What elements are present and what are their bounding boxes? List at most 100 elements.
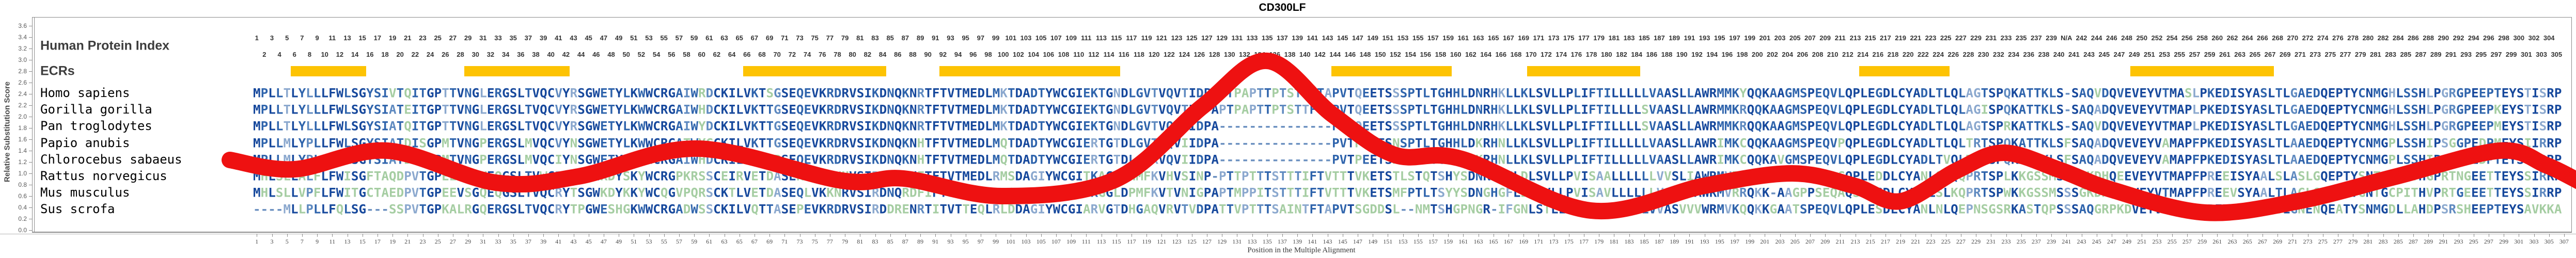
y-tick-label: 1.8 — [18, 124, 27, 132]
human-index-number: 236 — [2023, 51, 2035, 58]
human-index-number: 37 — [524, 34, 532, 42]
species-label: Mus musculus — [40, 185, 130, 200]
x-tick-label: 165 — [1488, 238, 1498, 245]
ecr-bar — [1859, 66, 1950, 76]
ecr-bar — [2130, 66, 2274, 76]
human-index-number: 172 — [1541, 51, 1552, 58]
human-index-number: 71 — [781, 34, 789, 42]
x-tick-label: 123 — [1172, 238, 1182, 245]
x-tick-label: 235 — [2016, 238, 2026, 245]
x-tick-label: 141 — [1308, 238, 1317, 245]
human-index-number: 175 — [1563, 34, 1575, 42]
human-index-number: 87 — [901, 34, 909, 42]
human-index-number: 80 — [849, 51, 856, 58]
human-index-number: 191 — [1684, 34, 1695, 42]
ecr-bar — [291, 66, 366, 76]
y-tick-label: 0.2 — [18, 215, 27, 222]
x-tick-label: 269 — [2273, 238, 2283, 245]
human-index-number: 41 — [555, 34, 562, 42]
x-tick-label: 117 — [1127, 238, 1136, 245]
human-index-number: 119 — [1141, 34, 1152, 42]
human-index-number: 102 — [1013, 51, 1024, 58]
x-tick-label: 203 — [1775, 238, 1785, 245]
x-tick-mark — [2413, 234, 2414, 237]
x-tick-label: 277 — [2333, 238, 2343, 245]
x-tick-mark — [287, 234, 288, 237]
x-tick-label: 1 — [255, 238, 259, 245]
x-tick-label: 177 — [1579, 238, 1589, 245]
human-index-number: 255 — [2174, 51, 2186, 58]
x-tick-label: 71 — [781, 238, 788, 245]
human-index-number: 36 — [517, 51, 525, 58]
x-tick-label: 247 — [2107, 238, 2116, 245]
human-index-number: 98 — [984, 51, 992, 58]
human-index-number: 64 — [728, 51, 736, 58]
ecr-bar — [939, 66, 1120, 76]
human-index-number: 241 — [2068, 51, 2080, 58]
x-tick-label: 189 — [1670, 238, 1679, 245]
x-tick-label: 243 — [2077, 238, 2086, 245]
human-index-number: 151 — [1382, 34, 1394, 42]
human-index-number: 108 — [1058, 51, 1070, 58]
x-tick-label: 221 — [1911, 238, 1921, 245]
x-tick-mark — [2006, 234, 2007, 237]
y-tick-mark — [29, 207, 32, 208]
x-tick-label: 69 — [766, 238, 773, 245]
human-index-number: 135 — [1261, 34, 1273, 42]
x-tick-label: 57 — [676, 238, 682, 245]
human-index-number: 177 — [1578, 34, 1590, 42]
human-index-number: 113 — [1096, 34, 1107, 42]
x-tick-label: 111 — [1081, 238, 1091, 245]
y-tick-label: 3.6 — [18, 22, 27, 29]
x-tick-label: 179 — [1594, 238, 1604, 245]
x-tick-label: 173 — [1549, 238, 1559, 245]
human-index-number: 17 — [373, 34, 382, 42]
sequence-row: MPLLTLYLLLFWLSGYSIATQITGPTTVNGLERGSLTVQC… — [253, 118, 2562, 134]
human-index-number: 299 — [2505, 51, 2517, 58]
human-index-number: 136 — [1269, 51, 1281, 58]
x-tick-label: 167 — [1503, 238, 1513, 245]
x-tick-label: 257 — [2182, 238, 2192, 245]
human-index-number: 243 — [2083, 51, 2095, 58]
human-index-number: 106 — [1043, 51, 1055, 58]
human-index-number: 3 — [270, 34, 274, 42]
x-tick-mark — [2564, 234, 2565, 237]
human-index-number: 229 — [1970, 34, 1982, 42]
human-index-number: 25 — [434, 34, 442, 42]
x-tick-label: 263 — [2227, 238, 2237, 245]
x-tick-label: 27 — [449, 238, 456, 245]
human-index-number: 213 — [1849, 34, 1861, 42]
x-tick-label: 149 — [1368, 238, 1378, 245]
human-index-number: 201 — [1759, 34, 1771, 42]
human-index-number: 13 — [343, 34, 351, 42]
x-tick-mark — [543, 234, 544, 237]
human-index-number: 276 — [2332, 34, 2344, 42]
x-tick-label: 37 — [525, 238, 531, 245]
human-index-number: 131 — [1231, 34, 1243, 42]
human-index-number: 188 — [1661, 51, 1673, 58]
human-index-number: 169 — [1518, 34, 1529, 42]
human-index-number: 145 — [1337, 34, 1348, 42]
x-tick-label: 51 — [631, 238, 637, 245]
y-axis-title: Relative Substitution Score — [3, 81, 12, 183]
x-tick-label: 115 — [1111, 238, 1121, 245]
x-tick-label: 283 — [2378, 238, 2388, 245]
x-tick-label: 157 — [1428, 238, 1438, 245]
human-index-number: 40 — [547, 51, 555, 58]
x-tick-label: 261 — [2212, 238, 2222, 245]
x-tick-label: 209 — [1820, 238, 1830, 245]
human-index-number: 128 — [1208, 51, 1220, 58]
human-index-number: 288 — [2423, 34, 2434, 42]
x-tick-mark — [2202, 234, 2203, 237]
human-index-number: 279 — [2354, 51, 2366, 58]
human-index-number: 49 — [615, 34, 623, 42]
human-index-number: 107 — [1050, 34, 1062, 42]
x-tick-label: 101 — [1006, 238, 1016, 245]
human-index-number: 70 — [773, 51, 781, 58]
human-index-number: 69 — [765, 34, 774, 42]
human-index-number: 12 — [336, 51, 344, 58]
x-tick-mark — [1146, 234, 1148, 237]
y-tick-mark — [29, 230, 32, 231]
x-tick-label: 13 — [344, 238, 351, 245]
human-index-number: 231 — [1985, 34, 1997, 42]
